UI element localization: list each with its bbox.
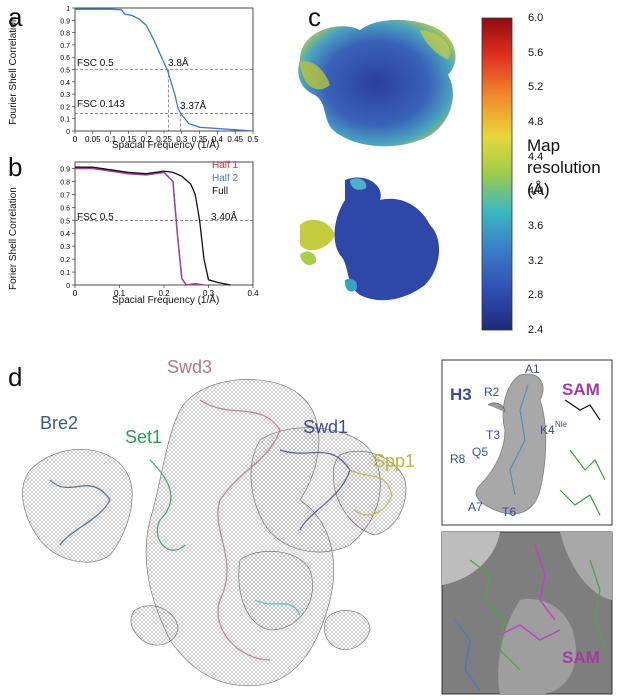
residue-r2: R2: [484, 385, 500, 399]
residue-k4: K4: [540, 423, 555, 437]
chart-b-xlabel: Spacial Frequency (1/Å): [112, 295, 220, 306]
chart-a-ytick: 0.4: [60, 80, 70, 87]
chart-b-ytick: 0.7: [60, 192, 70, 199]
chart-b-ytick: 0.8: [60, 179, 70, 186]
colorbar-tick: 4.0: [528, 185, 544, 198]
chart-a-ytick: 0.6: [60, 55, 70, 62]
chart-a-ytick: 0.8: [60, 31, 70, 38]
chain-label-swd3: Swd3: [167, 357, 213, 377]
residue-t6: T6: [502, 505, 517, 519]
legend-half1: Half 1: [212, 160, 239, 171]
chart-b-ytick: 0.1: [60, 270, 70, 277]
panel-letter-d: d: [8, 362, 23, 392]
colorbar-tick: 5.6: [528, 46, 544, 59]
chart-a-fsc0143-label: FSC 0.143: [77, 99, 125, 110]
chart-a-series-0: [75, 8, 254, 132]
chart-b-ytick: 0.9: [60, 166, 70, 173]
chart-b-res-label: 3.40Å: [211, 212, 238, 223]
colorbar-tick: 2.4: [528, 324, 544, 336]
h3-label: H3: [450, 385, 472, 404]
colorbar-tick: 2.8: [528, 289, 544, 302]
legend-half2: Half 2: [212, 173, 239, 184]
chart-a-ytick: 0.7: [60, 43, 70, 50]
panel-letter-e: e: [452, 360, 465, 385]
panel-letter-b: b: [8, 152, 23, 182]
panel-letter-f: f: [452, 532, 459, 557]
chart-a-ytick: 0.3: [60, 92, 70, 99]
chart-b-fsc05-label: FSC 0.5: [77, 212, 114, 223]
residue-r8: R8: [450, 452, 466, 466]
chart-a-ytick: 0.2: [60, 104, 70, 111]
residue-a7: A7: [468, 500, 483, 514]
sam-label-e: SAM: [562, 380, 600, 399]
chart-b-series-0: [75, 167, 205, 286]
chart-a-frame: [74, 7, 254, 132]
chart-b-ylabel: Forier Shell Correlation: [8, 187, 19, 290]
chart-a-xtick: 0.05: [85, 135, 101, 144]
colorbar-tick: 4.8: [528, 116, 544, 128]
chart-a-fsc05-label: FSC 0.5: [77, 58, 114, 69]
legend-full: Full: [212, 186, 229, 197]
colorbar-tick: 4.4: [528, 150, 544, 163]
chart-b-series-1: [75, 167, 205, 286]
colorbar-tick: 6.0: [528, 12, 544, 24]
chart-b-ytick: 0.4: [60, 231, 70, 238]
residue-q5: Q5: [472, 445, 489, 459]
chart-b-ytick: 0.6: [60, 205, 70, 212]
chart-a-res1-label: 3.8Å: [168, 58, 189, 69]
chart-a-xtick: 0: [73, 135, 78, 144]
colorbar: [481, 17, 513, 331]
chart-a-ytick: 0.9: [60, 18, 70, 25]
chart-b-xtick: 0.4: [247, 289, 259, 298]
colorbar-tick: 3.2: [528, 254, 544, 267]
panel-letter-a: a: [8, 2, 23, 32]
chart-a-ytick: 1: [66, 6, 70, 13]
colorbar-tick: 3.6: [528, 220, 544, 232]
colorbar-tick: 5.2: [528, 81, 544, 94]
map-slice-view: [300, 177, 440, 301]
map-top-view: [298, 19, 456, 147]
chain-label-set1: Set1: [125, 427, 163, 447]
chart-b-ytick: 0: [66, 283, 70, 290]
chart-b-xtick: 0: [73, 289, 78, 298]
chart-a-xtick: 0.5: [247, 135, 259, 144]
sam-label-f: SAM: [562, 648, 600, 667]
chart-a-xtick: 0.45: [227, 135, 243, 144]
panel-letter-c: c: [308, 2, 321, 32]
chart-a-ytick: 0.5: [60, 68, 70, 75]
residue-k4-nle: Nle: [555, 420, 568, 429]
chart-b-series-2: [75, 166, 231, 286]
residue-a1: A1: [525, 362, 540, 376]
chart-a-ylabel: Fourier Shell Correlation: [8, 16, 19, 125]
chain-label-bre2: Bre2: [40, 413, 79, 433]
residue-t3: T3: [486, 428, 501, 442]
chain-label-swd1: Swd1: [303, 417, 349, 437]
chart-b-ytick: 0.2: [60, 257, 70, 264]
colorbar-title: Map resolution (Å): [527, 136, 601, 199]
chain-label-spp1: Spp1: [373, 451, 416, 471]
chart-b-ytick: 0.5: [60, 218, 70, 225]
chart-a-ytick: 0: [66, 129, 70, 136]
chart-b-ytick: 0.3: [60, 244, 70, 251]
chart-a-res2-label: 3.37Å: [180, 101, 207, 112]
chart-a-ytick: 0.1: [60, 117, 70, 124]
chart-a-xlabel: Spacial Frequency (1/Å): [112, 140, 220, 151]
